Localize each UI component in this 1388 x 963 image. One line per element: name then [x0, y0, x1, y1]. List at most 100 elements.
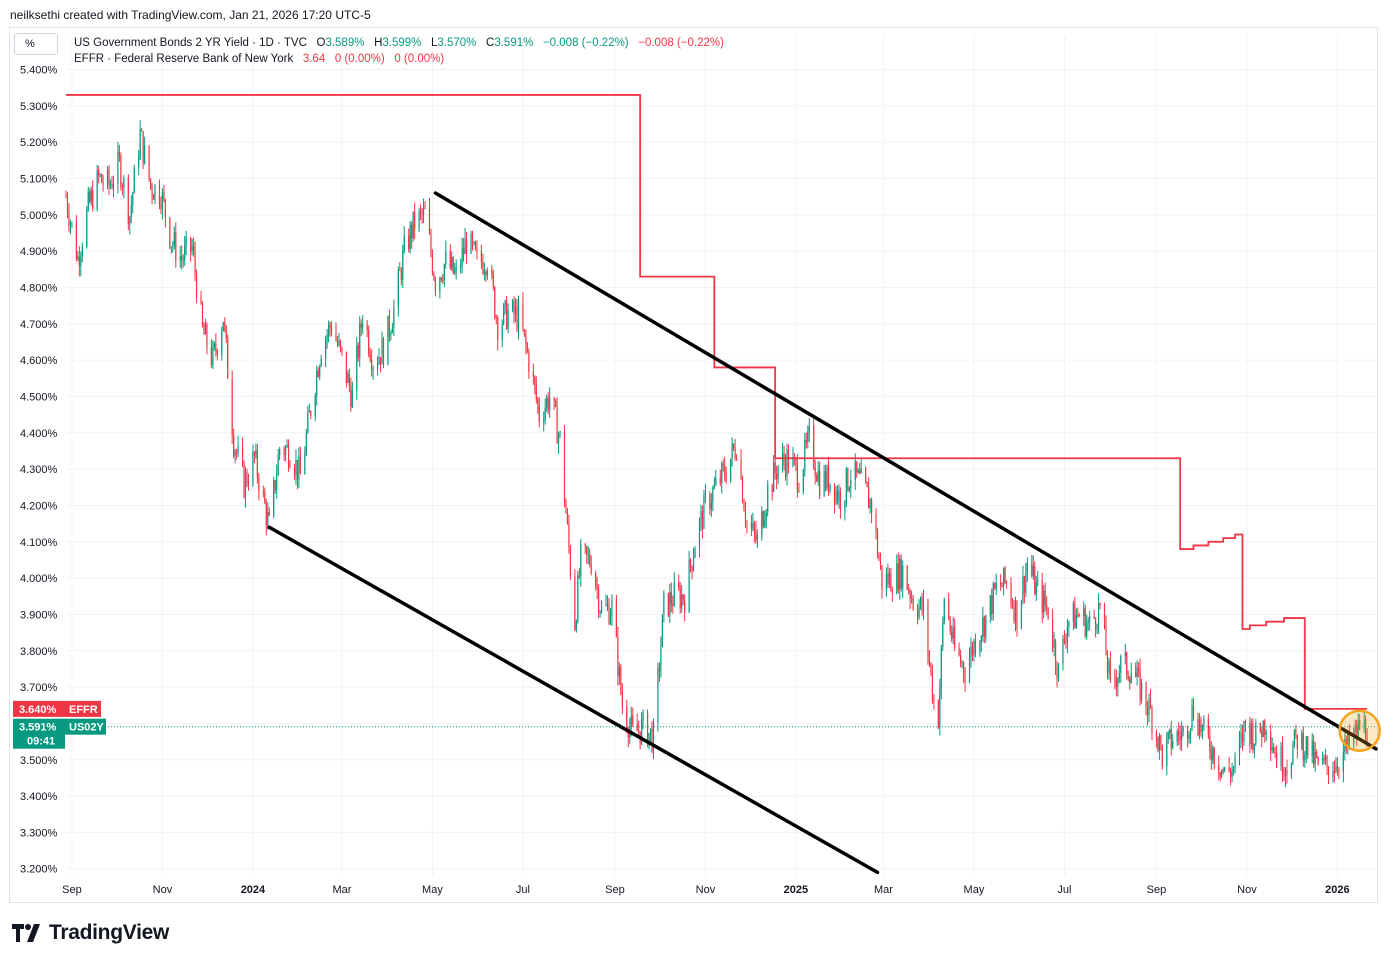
- candle: [857, 468, 859, 474]
- us02y-countdown: 09:41: [27, 736, 55, 748]
- candle: [329, 321, 331, 337]
- candle: [584, 542, 586, 555]
- candle: [532, 363, 534, 385]
- candle: [538, 397, 540, 428]
- candle: [710, 493, 712, 518]
- candle: [1034, 561, 1036, 596]
- candle: [464, 228, 466, 255]
- candle: [86, 206, 88, 249]
- candle: [600, 600, 603, 614]
- candle: [980, 634, 982, 652]
- candle: [713, 476, 715, 490]
- candle: [1087, 616, 1089, 632]
- legend-effr-change: 0 (0.00%): [334, 53, 385, 65]
- candle: [192, 237, 195, 257]
- candle: [96, 164, 98, 212]
- tradingview-logo[interactable]: TradingView: [12, 921, 169, 945]
- candle: [449, 244, 451, 270]
- candle: [149, 178, 152, 191]
- candle: [911, 590, 913, 604]
- candle: [133, 164, 135, 194]
- candle: [865, 466, 867, 484]
- candle: [434, 276, 437, 297]
- candle: [682, 593, 684, 606]
- candle: [596, 576, 598, 600]
- candle: [639, 731, 641, 750]
- candle: [397, 266, 399, 317]
- overlay: [66, 709, 1381, 752]
- y-tick-label: 4.000%: [20, 573, 58, 585]
- candle: [262, 485, 264, 498]
- candle: [160, 196, 162, 215]
- candle: [850, 469, 852, 499]
- candle: [731, 437, 733, 467]
- candle: [366, 319, 368, 338]
- candle: [164, 198, 166, 228]
- candle: [1228, 756, 1230, 773]
- candle: [1342, 743, 1344, 783]
- candle: [182, 254, 184, 268]
- candle: [1129, 676, 1131, 690]
- candle: [264, 487, 266, 504]
- series-lines: [66, 94, 1368, 710]
- candle: [632, 707, 634, 727]
- candle: [461, 237, 463, 274]
- candle: [1170, 720, 1172, 756]
- candle: [1307, 736, 1309, 759]
- candle: [1316, 749, 1318, 759]
- candle: [712, 485, 714, 512]
- candle: [1013, 599, 1015, 624]
- candle: [1099, 602, 1101, 610]
- legend-row-effr[interactable]: EFFR · Federal Reserve Bank of New York …: [74, 51, 724, 67]
- candle: [1063, 630, 1066, 645]
- candle: [222, 321, 224, 332]
- candle: [546, 394, 548, 413]
- candle: [741, 475, 744, 504]
- candle: [1118, 664, 1120, 684]
- candle: [1047, 607, 1049, 621]
- unit-label: %: [25, 38, 35, 50]
- candle: [1243, 720, 1245, 747]
- candle: [611, 594, 613, 626]
- candle: [185, 230, 187, 255]
- grid-lines: [66, 35, 1376, 876]
- candle: [804, 432, 806, 477]
- candle: [296, 459, 299, 490]
- candle: [482, 253, 484, 275]
- candle: [175, 222, 177, 268]
- legend-row-us02y[interactable]: US Government Bonds 2 YR Yield · 1D · TV…: [74, 35, 724, 51]
- candle: [626, 699, 628, 734]
- lower-channel-trendline[interactable]: [267, 525, 880, 875]
- candle: [273, 476, 275, 519]
- unit-selector[interactable]: %: [14, 33, 58, 55]
- candle: [1221, 769, 1223, 779]
- candle: [909, 588, 911, 609]
- candle: [1286, 759, 1288, 784]
- candle: [1353, 727, 1355, 751]
- candle: [339, 339, 342, 353]
- candle: [609, 608, 612, 625]
- us02y-badge-label: US02Y: [69, 722, 105, 734]
- candle: [1356, 720, 1358, 747]
- candle: [403, 226, 405, 254]
- candle: [1197, 712, 1199, 737]
- candle: [606, 595, 609, 612]
- candle: [776, 465, 778, 490]
- candle: [767, 480, 769, 517]
- candle: [195, 269, 198, 304]
- candle: [1207, 713, 1209, 740]
- candle: [258, 473, 260, 501]
- candle: [267, 501, 269, 531]
- candle: [1172, 734, 1174, 750]
- candle: [1241, 724, 1244, 751]
- candle: [495, 314, 497, 325]
- candle: [1218, 755, 1220, 780]
- candle: [651, 721, 653, 754]
- candle: [283, 445, 285, 461]
- candle: [1077, 607, 1079, 619]
- candle: [411, 221, 413, 249]
- candle: [314, 392, 316, 422]
- candle: [1244, 719, 1247, 733]
- upper-channel-trendline[interactable]: [433, 191, 1378, 751]
